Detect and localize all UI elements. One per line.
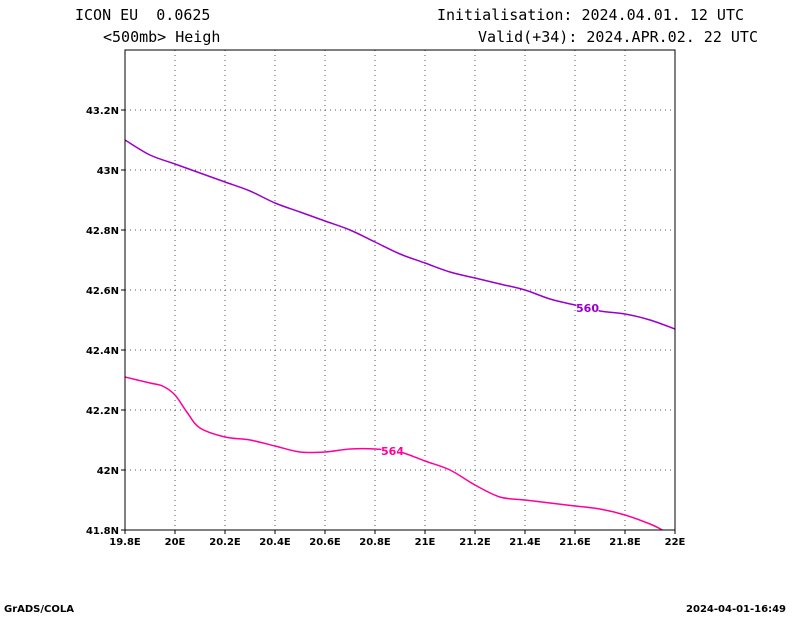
contour-line-560 (124, 139, 676, 330)
footer-credit: GrADS/COLA (4, 604, 74, 615)
grid-lines (125, 50, 675, 530)
x-tick-label: 21.6E (559, 537, 591, 548)
y-tick-label: 43N (97, 166, 119, 177)
x-tick-label: 20.6E (309, 537, 341, 548)
x-tick-label: 20.4E (259, 537, 291, 548)
y-tick-label: 42N (97, 466, 119, 477)
x-tick-label: 20.2E (209, 537, 241, 548)
contour-lines: 560 564 (124, 139, 676, 531)
footer-timestamp: 2024-04-01-16:49 (686, 604, 786, 615)
valid-time: Valid(+34): 2024.APR.02. 22 UTC (478, 28, 758, 46)
x-tick-label: 20E (165, 537, 186, 548)
model-title: ICON EU 0.0625 (75, 6, 211, 24)
x-tick-label: 21E (415, 537, 436, 548)
contour-line-564 (124, 376, 663, 531)
init-time: Initialisation: 2024.04.01. 12 UTC (436, 6, 744, 24)
contour-label-564: 564 (381, 445, 404, 458)
x-tick-label: 21.4E (509, 537, 541, 548)
contour-label-bg (381, 445, 404, 458)
y-axis-ticks: 41.8N 42N 42.2N 42.4N 42.6N 42.8N 43N 43.2N (86, 106, 125, 537)
y-tick-label: 41.8N (86, 526, 119, 537)
y-tick-label: 42.6N (86, 286, 119, 297)
y-tick-label: 42.8N (86, 226, 119, 237)
x-axis-ticks: 19.8E 20E 20.2E 20.4E 20.6E 20.8E 21E 21.2E 21.4… (109, 530, 686, 548)
field-title: <500mb> Heigh (103, 28, 221, 46)
contour-label-560: 560 (576, 302, 599, 315)
x-tick-label: 21.2E (459, 537, 491, 548)
x-tick-label: 19.8E (109, 537, 141, 548)
y-tick-label: 42.4N (86, 346, 119, 357)
x-tick-label: 21.8E (609, 537, 641, 548)
contour-label-bg (576, 302, 599, 314)
y-tick-label: 42.2N (86, 406, 119, 417)
x-tick-label: 22E (665, 537, 686, 548)
y-tick-label: 43.2N (86, 106, 119, 117)
x-tick-label: 20.8E (359, 537, 391, 548)
